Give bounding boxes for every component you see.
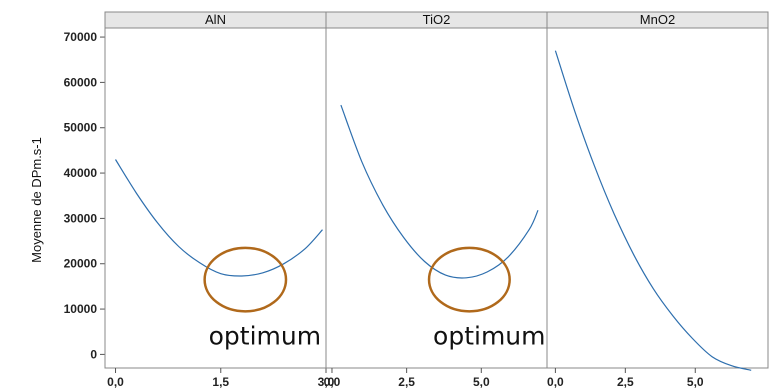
y-tick-label: 40000	[64, 166, 98, 180]
panel-frame	[546, 27, 769, 369]
x-tick-label: 0,0	[107, 375, 124, 389]
optimum-label: optimum	[433, 321, 545, 350]
y-axis-label: Moyenne de DPm.s-1	[29, 137, 44, 263]
x-tick-label: 0,0	[324, 375, 341, 389]
panel-frame	[104, 27, 327, 369]
optimum-ellipse	[203, 246, 288, 313]
panel-title: AlN	[205, 12, 226, 27]
panel-tio2: TiO2 0,0 2,5 5,0 optimum	[324, 11, 548, 389]
panel-aln: AlN 0,0 1,5 3,0 optimum	[104, 11, 335, 389]
panel-frame	[325, 27, 548, 369]
y-tick-label: 50000	[64, 121, 98, 135]
x-tick-label: 1,5	[212, 375, 229, 389]
series-line	[114, 159, 323, 277]
y-tick-label: 10000	[64, 302, 98, 316]
y-tick-label: 20000	[64, 257, 98, 271]
series-line	[340, 104, 539, 279]
x-tick-label: 5,0	[687, 375, 704, 389]
x-tick-label: 2,5	[617, 375, 634, 389]
x-tick-label: 5,0	[473, 375, 490, 389]
panel-title: MnO2	[640, 12, 675, 27]
y-tick-label: 30000	[64, 211, 98, 225]
x-tick-label: 2,5	[398, 375, 415, 389]
series-line	[554, 50, 752, 371]
panel-title: TiO2	[423, 12, 451, 27]
y-tick-label: 70000	[64, 30, 98, 44]
y-tick-label: 0	[90, 347, 97, 361]
panel-mno2: MnO2 0,0 2,5 5,0	[546, 11, 769, 389]
optimum-label: optimum	[209, 321, 321, 350]
x-tick-label: 0,0	[547, 375, 564, 389]
x-tick-label: 3,0	[318, 375, 335, 389]
y-axis: 0 10000 20000 30000 40000 50000 60000 70000	[64, 30, 105, 361]
optimum-ellipse	[427, 246, 511, 313]
y-tick-label: 60000	[64, 75, 98, 89]
